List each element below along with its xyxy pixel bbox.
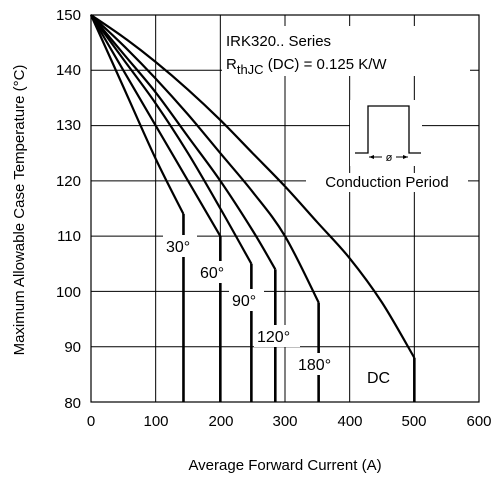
rth-prefix: R: [226, 56, 237, 73]
conduction-period-label: Conduction Period: [325, 174, 448, 191]
x-tick-label: 400: [337, 413, 362, 430]
curve-label-background: [363, 366, 401, 388]
curve-label-60: 60°: [200, 265, 224, 282]
plot-frame: [90, 14, 480, 403]
x-tick-label: 500: [401, 413, 426, 430]
conduction-period-diagram: ø: [350, 100, 422, 166]
phi-arrowhead-right: [403, 155, 408, 159]
y-tick-label: 100: [56, 284, 81, 301]
curve-label-background: [295, 353, 341, 375]
rth-suffix: (DC) = 0.125 K/W: [264, 56, 388, 73]
rth-subscript: thJC: [237, 62, 264, 77]
x-tick-label: 0: [87, 413, 95, 430]
x-tick-labels: 0 100 200 300 400 500 600: [87, 413, 492, 430]
series-line: [90, 14, 253, 265]
x-tick-label: 100: [143, 413, 168, 430]
y-tick-label: 90: [64, 339, 81, 356]
curve-label-background: [254, 325, 300, 347]
series-annotation: IRK320.. Series: [226, 33, 331, 50]
curve-label-background: [229, 289, 264, 311]
x-tick-label: 200: [208, 413, 233, 430]
curve-label-180: 180°: [298, 357, 331, 374]
series-line: [90, 14, 320, 303]
conduction-label-background: [306, 173, 468, 192]
y-axis-title: Maximum Allowable Case Temperature (°C): [11, 65, 28, 356]
curve-label-120: 120°: [257, 329, 290, 346]
y-tick-label: 80: [64, 395, 81, 412]
y-tick-label: 130: [56, 117, 81, 134]
y-tick-labels: 80 90 100 110 120 130 140 150: [56, 7, 81, 412]
annotation-background: [222, 26, 470, 76]
y-tick-label: 150: [56, 7, 81, 24]
series-line: [90, 14, 222, 237]
series-line: [90, 14, 416, 359]
phi-arrowhead-left: [369, 155, 374, 159]
curve-label-background: [197, 261, 231, 283]
series-line: [90, 14, 277, 270]
curve-label-background: [163, 235, 197, 257]
x-axis-title: Average Forward Current (A): [188, 457, 381, 474]
curve-labels: 30° 60° 90° 120° 180° DC: [163, 235, 401, 388]
curve-label-90: 90°: [232, 293, 256, 310]
conduction-pulse: [355, 105, 421, 154]
y-tick-label: 120: [56, 173, 81, 190]
x-tick-label: 600: [466, 413, 491, 430]
y-tick-label: 140: [56, 62, 81, 79]
y-tick-label: 110: [57, 228, 81, 245]
series-line: [89, 14, 185, 215]
curve-label-30: 30°: [166, 239, 190, 256]
x-tick-label: 300: [272, 413, 297, 430]
rth-annotation: RthJC (DC) = 0.125 K/W: [226, 56, 387, 77]
phi-label-background: [376, 148, 402, 160]
phi-label: ø: [386, 152, 393, 164]
curve-label-dc: DC: [367, 370, 390, 387]
